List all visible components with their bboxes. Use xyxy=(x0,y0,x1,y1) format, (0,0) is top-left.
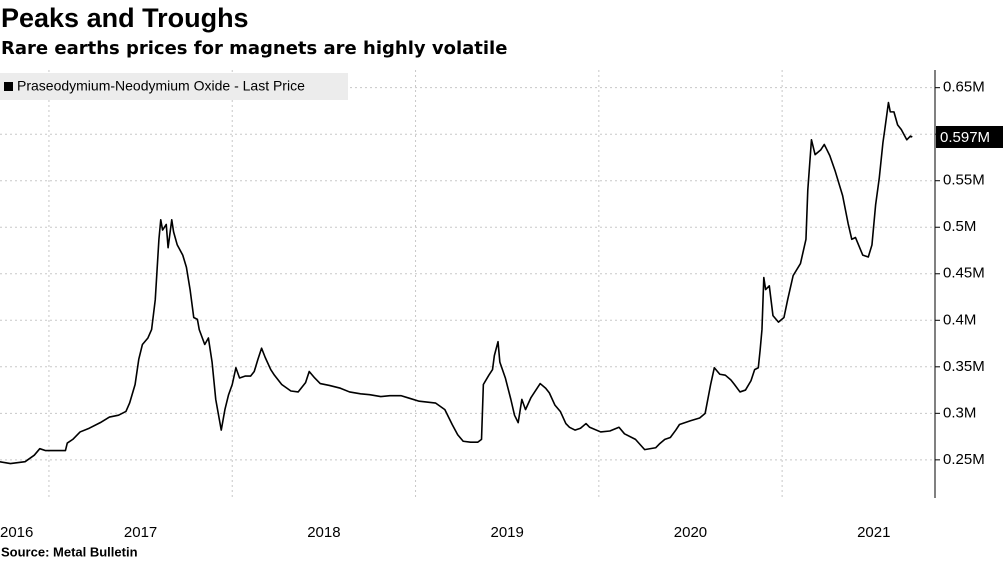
x-tick-label: 2021 xyxy=(857,524,890,541)
chart-title: Peaks and Troughs xyxy=(1,3,249,33)
y-tick-label: 0.35M xyxy=(943,358,985,375)
y-tick-label: 0.45M xyxy=(943,265,985,282)
y-tick-label: 0.25M xyxy=(943,451,985,468)
y-tick-label: 0.3M xyxy=(943,404,976,421)
x-tick-label: 2018 xyxy=(307,524,340,541)
x-tick-label: 2019 xyxy=(490,524,523,541)
legend-box xyxy=(0,73,348,100)
x-tick-label: 2016 xyxy=(0,524,33,541)
legend-swatch xyxy=(4,82,13,91)
x-tick-label: 2017 xyxy=(124,524,157,541)
last-value-badge xyxy=(936,125,1003,148)
chart-subtitle: Rare earths prices for magnets are highl… xyxy=(1,38,507,59)
legend-label: Praseodymium-Neodymium Oxide - Last Pric… xyxy=(17,78,305,94)
last-value-label: 0.597M xyxy=(940,129,990,146)
y-tick-label: 0.65M xyxy=(943,79,985,96)
y-tick-label: 0.4M xyxy=(943,311,976,328)
x-tick-label: 2020 xyxy=(674,524,707,541)
y-tick-label: 0.55M xyxy=(943,172,985,189)
y-tick-label: 0.5M xyxy=(943,218,976,235)
source: Source: Metal Bulletin xyxy=(1,544,138,559)
price-line xyxy=(0,101,913,465)
